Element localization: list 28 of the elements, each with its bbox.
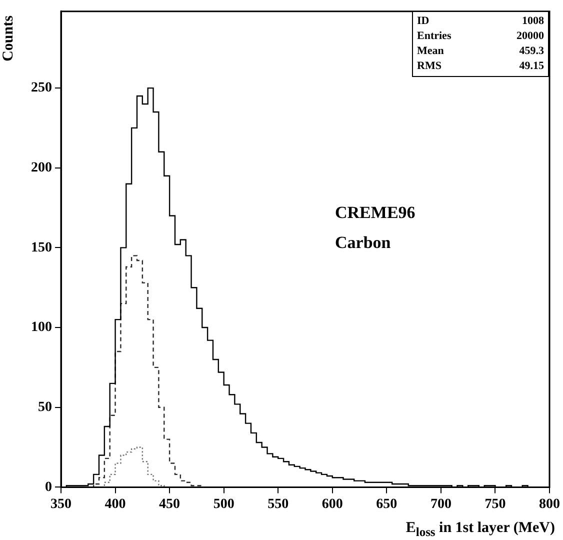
y-tick-label: 200 <box>31 160 52 176</box>
annotation: Entries <box>417 29 452 44</box>
annotation: 459.3 <box>519 44 544 59</box>
x-tick-label: 450 <box>159 497 180 512</box>
annotation: Carbon <box>335 233 391 253</box>
x-tick-label: 750 <box>484 497 506 512</box>
y-tick-label: 0 <box>45 480 52 495</box>
x-tick-label: 800 <box>539 497 560 512</box>
x-tick-label: 650 <box>376 497 398 512</box>
y-tick-label: 150 <box>31 240 52 256</box>
annotation: CREME96 <box>335 203 416 223</box>
x-tick-label: 500 <box>213 497 234 512</box>
x-axis-title: E$_{loss}$ in 1st layer (MeV) <box>406 520 555 540</box>
annotation: 1008 <box>522 14 544 29</box>
x-tick-label: 550 <box>268 497 289 512</box>
annotation: Mean <box>417 44 444 59</box>
x-tick-label: 700 <box>430 497 452 512</box>
annotation: 20000 <box>516 29 544 44</box>
y-tick-label: 50 <box>38 400 52 415</box>
y-tick-label: 250 <box>31 80 52 96</box>
y-axis-title: Counts <box>0 16 18 62</box>
annotation: 49.15 <box>519 59 544 74</box>
x-tick-label: 400 <box>104 497 126 512</box>
x-tick-label: 600 <box>322 497 343 512</box>
y-tick-label: 100 <box>31 320 52 336</box>
annotation: ID <box>417 14 430 29</box>
x-tick-label: 350 <box>50 497 72 512</box>
annotation: RMS <box>417 59 442 74</box>
